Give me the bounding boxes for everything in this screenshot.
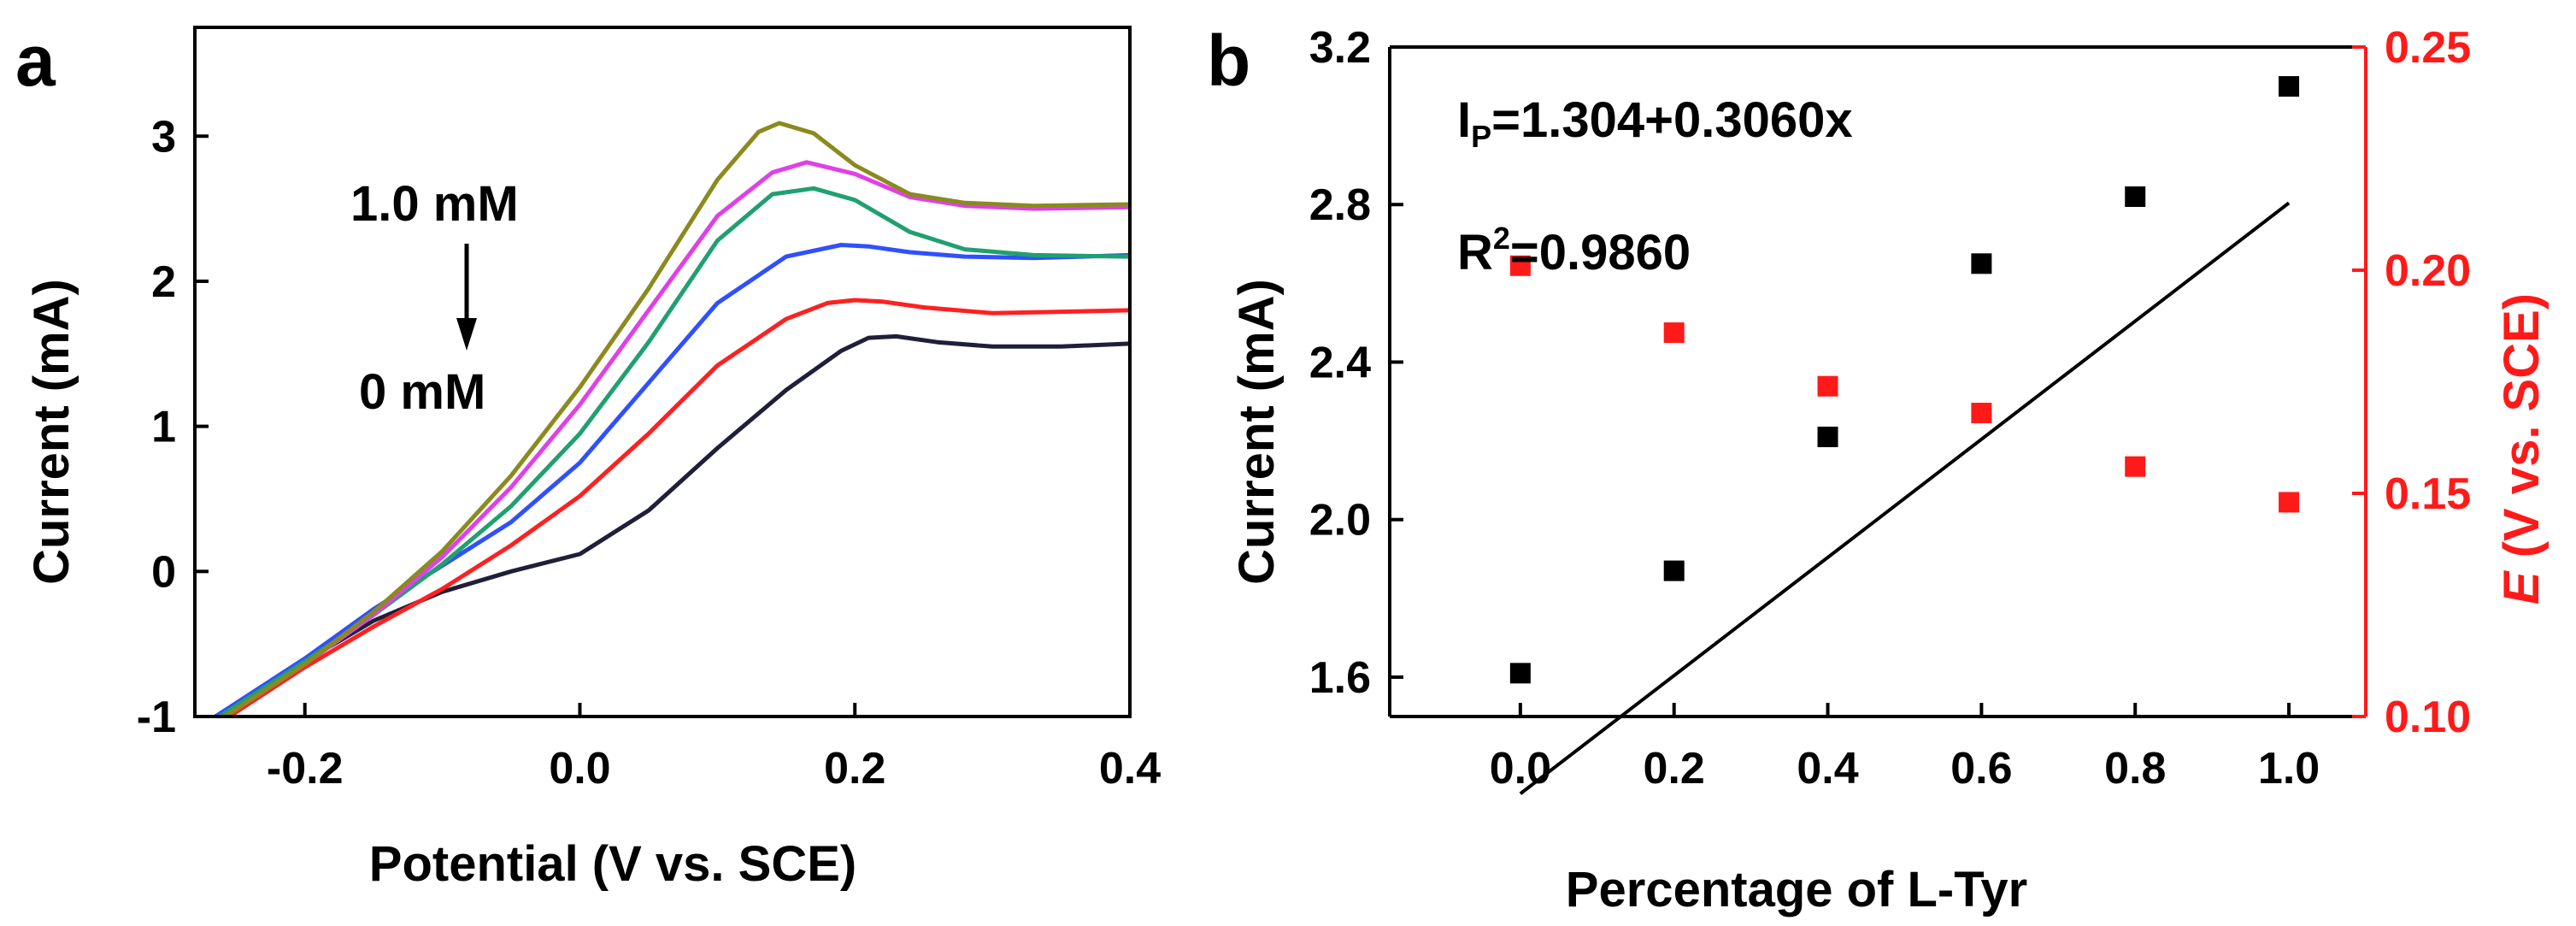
current-point — [1971, 253, 1992, 274]
panel-a-x-ticks: -0.2 0.0 0.2 0.4 — [267, 703, 1161, 793]
fit-equation-rest: =1.304+0.3060x — [1491, 92, 1853, 148]
b-xtick-label: 1.0 — [2258, 744, 2320, 793]
panel-b-y-axis-title: Current (mA) — [1229, 279, 1285, 585]
annotation-0mm: 0 mM — [359, 364, 485, 420]
b-y2tick-label: 0.25 — [2385, 23, 2471, 73]
r-squared: R2=0.9860 — [1457, 221, 1691, 280]
panel-a-x-axis-title: Potential (V vs. SCE) — [369, 836, 856, 892]
a-xtick-label: 0.4 — [1099, 744, 1161, 793]
fit-equation-subscript: P — [1471, 119, 1491, 154]
current-point — [1509, 663, 1531, 684]
linear-fit-line — [1519, 201, 2291, 795]
b-ytick-label: 2.4 — [1309, 338, 1371, 387]
panel-b-x-axis-title: Percentage of L-Tyr — [1566, 862, 2027, 917]
potential-point — [1663, 322, 1685, 344]
a-ytick-label: 2 — [151, 257, 176, 307]
current-point — [1663, 560, 1685, 581]
b-xtick-label: 0.8 — [2104, 744, 2166, 793]
a-ytick-label: 3 — [151, 112, 176, 162]
panel-a-axes-frame — [193, 26, 1132, 718]
b-ytick-label: 2.8 — [1309, 180, 1371, 230]
potential-point — [1971, 403, 1992, 424]
panel-b-y2-ticks: 0.10 0.15 0.20 0.25 — [2352, 23, 2471, 742]
panel-a: a -0.2 0.0 0.2 0.4 -1 0 1 2 3 1.0 mM 0 mM Poten… — [15, 21, 1161, 892]
potential-point — [2279, 492, 2300, 513]
current-point — [1817, 426, 1838, 447]
panel-b: b 0.0 0.2 0.4 0.6 0.8 1.0 1.6 2.0 2.4 2.8 3.2 0.1… — [1207, 21, 2550, 917]
b-xtick-label: 0.2 — [1644, 744, 1705, 793]
a-ytick-label: 1 — [151, 403, 176, 452]
cv-curve-1 — [227, 298, 1131, 719]
r-squared-rest: =0.9860 — [1510, 225, 1691, 280]
panel-b-label: b — [1207, 21, 1250, 101]
a-xtick-label: -0.2 — [267, 744, 344, 793]
b-xtick-label: 0.0 — [1490, 744, 1551, 793]
panel-b-y-ticks: 1.6 2.0 2.4 2.8 3.2 — [1309, 23, 1403, 703]
cv-curve-5 — [224, 121, 1131, 719]
b-y2tick-label: 0.20 — [2385, 246, 2471, 296]
potential-point — [1509, 255, 1531, 276]
cv-curve-4 — [224, 160, 1131, 719]
panel-b-x-ticks: 0.0 0.2 0.4 0.6 0.8 1.0 — [1490, 703, 2320, 793]
panel-a-label: a — [15, 21, 56, 101]
panel-b-axes-frame — [1388, 45, 2367, 718]
a-ytick-label: 0 — [151, 547, 176, 597]
b-ytick-label: 2.0 — [1309, 496, 1371, 546]
panel-a-curves — [214, 121, 1131, 719]
annotation-1mm: 1.0 mM — [350, 176, 519, 232]
panel-a-y-axis-title: Current (mA) — [24, 279, 79, 585]
fit-equation-main: I — [1457, 92, 1471, 148]
b-y2tick-label: 0.10 — [2385, 693, 2471, 742]
b-ytick-label: 3.2 — [1309, 23, 1371, 73]
y2-axis-title-italic: E — [2494, 569, 2550, 605]
b-xtick-label: 0.4 — [1797, 744, 1858, 793]
cv-curve-0 — [214, 333, 1131, 719]
potential-point — [1817, 375, 1838, 397]
b-ytick-label: 1.6 — [1309, 653, 1371, 703]
fit-equation: IP=1.304+0.3060x — [1457, 92, 1853, 154]
a-xtick-label: 0.0 — [549, 744, 610, 793]
r-squared-superscript: 2 — [1493, 221, 1510, 256]
down-arrow-icon — [456, 244, 477, 351]
current-point — [2125, 186, 2146, 208]
y2-axis-title-rest: (V vs. SCE) — [2494, 293, 2550, 572]
a-ytick-label: -1 — [137, 693, 176, 742]
b-xtick-label: 0.6 — [1950, 744, 2012, 793]
panel-b-y2-axis-title: E (V vs. SCE) — [2494, 293, 2550, 605]
panel-a-y-ticks: -1 0 1 2 3 — [137, 112, 209, 742]
current-point — [2279, 76, 2300, 97]
potential-point — [2125, 456, 2146, 477]
panel-b-points — [1509, 76, 2300, 684]
b-y2tick-label: 0.15 — [2385, 469, 2471, 519]
a-xtick-label: 0.2 — [824, 744, 885, 793]
cv-curve-2 — [214, 243, 1131, 719]
r-squared-main: R — [1457, 225, 1493, 280]
